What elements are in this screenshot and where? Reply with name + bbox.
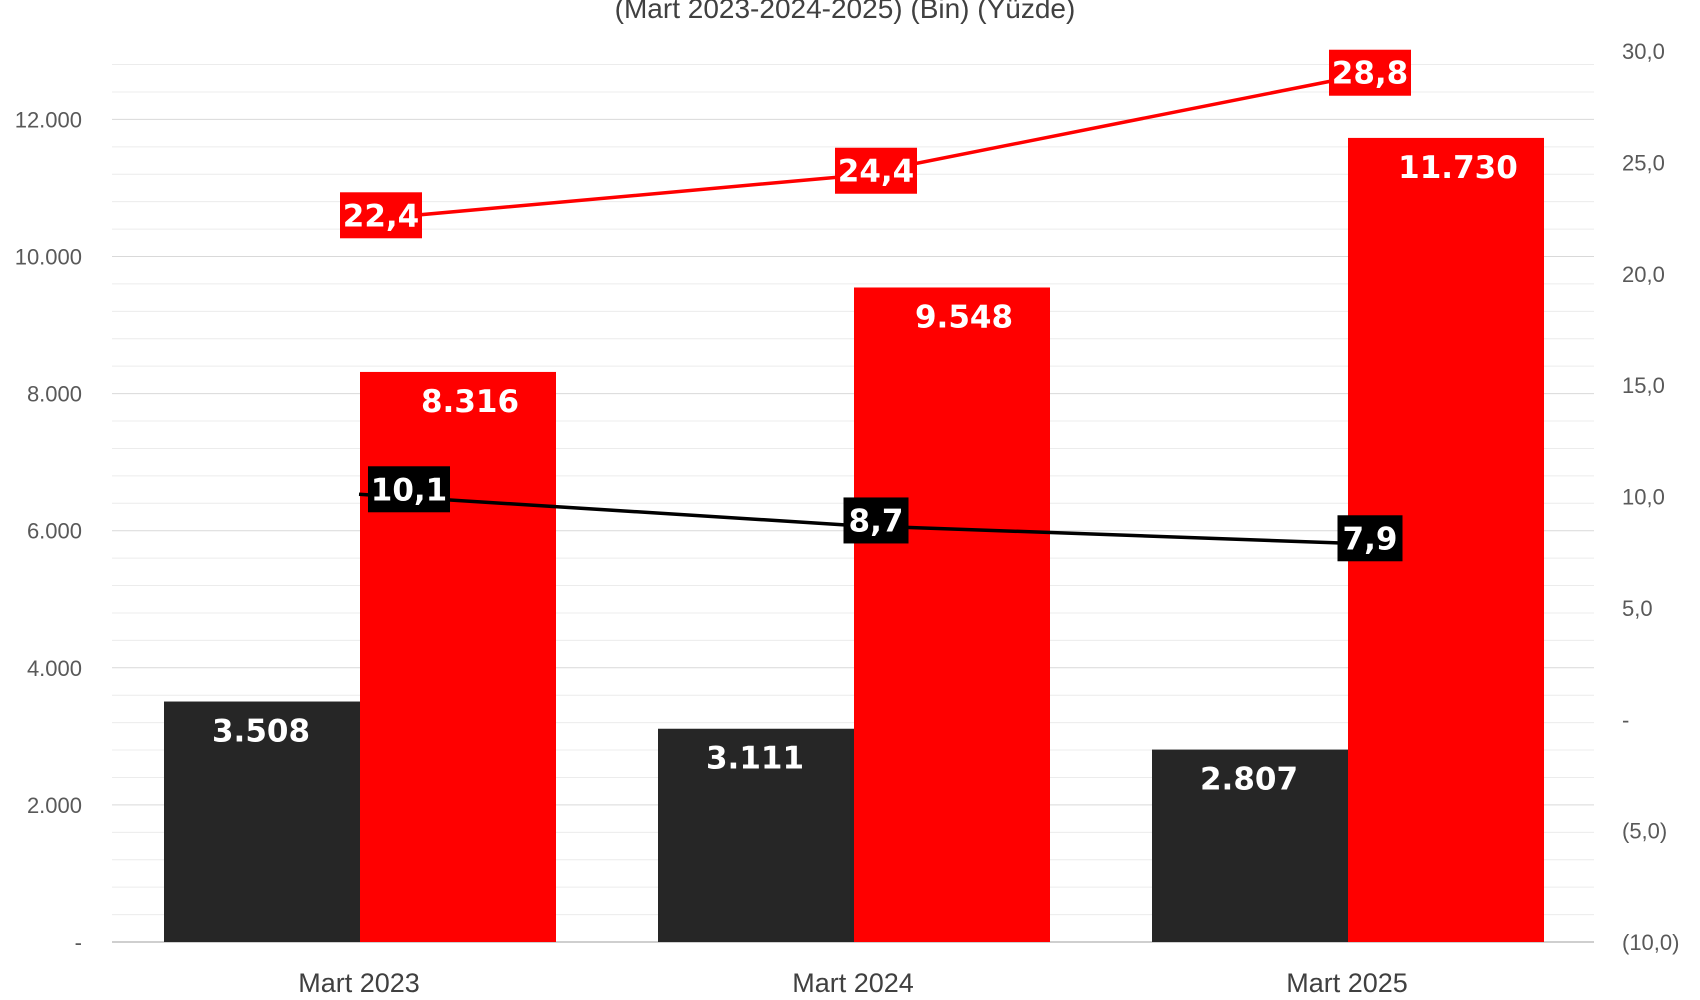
right-axis-tick-label: 10,0 bbox=[1622, 485, 1665, 510]
bar bbox=[854, 287, 1050, 942]
left-axis-tick-label: 6.000 bbox=[27, 519, 82, 544]
bar-data-label: 9.548 bbox=[915, 299, 1013, 335]
bar-data-label: 11.730 bbox=[1398, 150, 1518, 186]
line-label-box bbox=[835, 147, 917, 194]
right-axis-tick-label: 20,0 bbox=[1622, 262, 1665, 287]
right-axis-tick-label: (10,0) bbox=[1622, 930, 1679, 955]
line-label-box bbox=[340, 192, 422, 239]
line-label-box bbox=[1329, 49, 1411, 96]
right-axis-tick-label: - bbox=[1622, 707, 1629, 732]
left-axis-tick-label: 2.000 bbox=[27, 793, 82, 818]
bar bbox=[164, 701, 360, 942]
bar-data-label: 3.111 bbox=[706, 741, 804, 777]
x-axis-category-label: Mart 2025 bbox=[1286, 968, 1408, 998]
left-axis-tick-label: 12.000 bbox=[15, 107, 82, 132]
line-label-box bbox=[843, 497, 909, 544]
right-axis-tick-label: 30,0 bbox=[1622, 39, 1665, 64]
right-axis-tick-label: 25,0 bbox=[1622, 150, 1665, 175]
right-axis-tick-label: (5,0) bbox=[1622, 819, 1667, 844]
line-data-label: 28,8 bbox=[1332, 56, 1409, 92]
bar-series: 3.508 3.111 2.807 8.316 9.548 11.730 bbox=[164, 137, 1544, 942]
x-axis-category-label: Mart 2023 bbox=[298, 968, 420, 998]
bar bbox=[360, 371, 556, 942]
bar-data-label: 2.807 bbox=[1200, 762, 1298, 798]
left-axis-tick-label: 10.000 bbox=[15, 245, 82, 270]
chart-title: (Mart 2023-2024-2025) (Bin) (Yüzde) bbox=[615, 0, 1076, 24]
bar bbox=[658, 728, 854, 942]
bar-data-label: 8.316 bbox=[421, 384, 519, 420]
left-axis-tick-label: - bbox=[75, 930, 82, 955]
line-data-label: 22,4 bbox=[343, 198, 420, 234]
right-y-axis: (10,0) (5,0) - 5,0 10,0 15,0 20,0 25,0 30,0 bbox=[1622, 39, 1679, 955]
left-axis-tick-label: 8.000 bbox=[27, 382, 82, 407]
right-axis-tick-label: 5,0 bbox=[1622, 596, 1653, 621]
x-axis-category-label: Mart 2024 bbox=[792, 968, 914, 998]
x-axis: Mart 2023 Mart 2024 Mart 2025 bbox=[298, 968, 1408, 998]
left-y-axis: - 2.000 4.000 6.000 8.000 10.000 12.000 bbox=[15, 107, 82, 955]
line-data-label: 8,7 bbox=[849, 503, 904, 539]
line-label-box bbox=[368, 466, 450, 513]
right-axis-tick-label: 15,0 bbox=[1622, 373, 1665, 398]
bar-data-label: 3.508 bbox=[212, 714, 310, 750]
line-data-label: 7,9 bbox=[1343, 521, 1398, 557]
bar bbox=[1152, 749, 1348, 942]
line-label-box bbox=[1337, 515, 1403, 562]
line-data-label: 24,4 bbox=[838, 154, 915, 190]
line-series: 22,4 24,4 28,8 10,1 8,7 7,9 bbox=[340, 49, 1411, 562]
line-data-label: 10,1 bbox=[371, 472, 448, 508]
left-axis-tick-label: 4.000 bbox=[27, 656, 82, 681]
